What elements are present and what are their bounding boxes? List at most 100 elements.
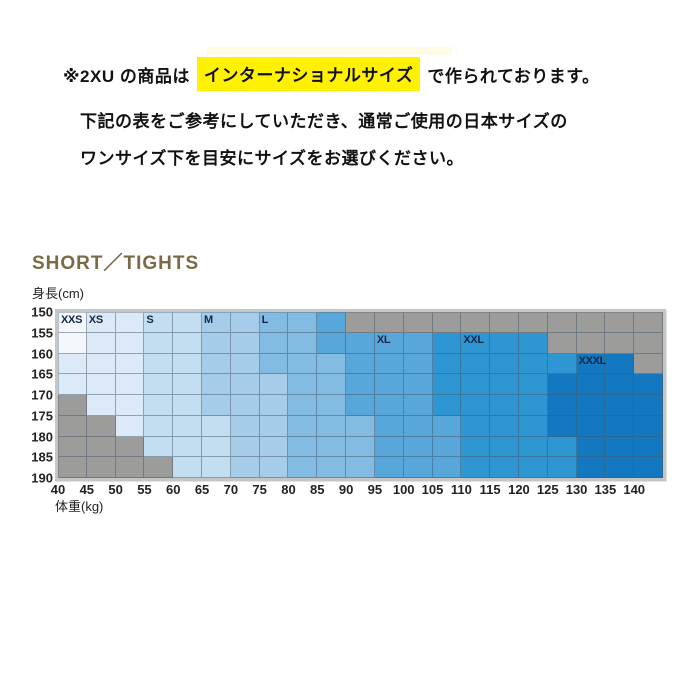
grid-cell [144,395,174,416]
grid-cell [230,395,260,416]
grid-cell [374,353,404,375]
grid-cell [518,353,548,375]
grid-cell [432,415,462,437]
grid-cell [202,436,231,458]
x-tick: 125 [536,482,559,497]
grid-cell [86,374,116,395]
grid-cell [634,436,663,458]
grid-cell [173,457,203,478]
grid-cell [634,395,663,416]
grid-cell [115,374,145,395]
grid-cell [115,312,145,333]
grid-cell [202,374,231,395]
x-tick: 90 [338,482,354,497]
grid-cell [144,415,174,437]
grid-cell [432,312,462,333]
grid-cell [403,332,433,354]
x-tick: 115 [479,482,501,497]
size-label-s: S [146,314,154,326]
grid-cell [490,374,519,395]
grid-cell [115,457,145,478]
grid-cell [461,457,491,478]
grid-cell [173,312,203,333]
grid-cell [461,312,491,333]
grid-cell [259,457,289,478]
grid-cell [432,374,462,395]
grid-cell [288,395,318,416]
grid-cell [547,332,577,354]
grid-cell [490,332,519,354]
grid-cell [173,415,203,437]
grid-cell: L [259,312,289,333]
grid-cell [317,457,347,478]
grid-cell [202,457,231,478]
x-tick: 80 [281,482,296,497]
grid-cell [374,415,404,437]
grid-cell [346,415,375,437]
grid-cell [58,457,87,478]
x-tick: 105 [421,482,444,497]
note-line-2: 下記の表をご参考にしていただき、通常ご使用の日本サイズの [80,112,568,131]
grid-cell [576,312,606,333]
grid-cell [230,353,260,375]
x-axis-label: 体重(kg) [55,499,104,514]
note-highlighted-text: インターナショナルサイズ [196,57,421,91]
y-tick: 150 [31,304,53,320]
y-axis-label: 身長(cm) [32,286,84,301]
grid-cell [518,312,548,333]
grid-cell [58,332,87,354]
grid-cell [374,436,404,458]
grid-cell [115,436,145,458]
grid-cell [346,457,375,478]
x-tick: 65 [194,482,210,497]
grid-cell [576,395,606,416]
grid-cell [259,436,289,458]
grid-cell [403,353,433,375]
grid-cell [605,353,635,375]
grid-cell [202,395,231,416]
grid-cell [288,415,318,437]
grid-cell [461,415,491,437]
y-tick: 175 [31,408,53,424]
grid-cell [518,374,548,395]
grid-cell [576,457,606,478]
grid-cell [432,332,462,354]
grid-cell [346,332,375,354]
grid-cell [403,395,433,416]
grid-cell [490,312,519,333]
grid-cell [288,353,318,375]
note-line-1-suffix: で作られております。 [427,66,600,86]
grid-cell [288,332,318,354]
grid-cell [58,353,87,375]
size-label-m: M [204,314,213,326]
grid-cell [634,332,663,354]
grid-cell [518,457,548,478]
grid-cell [432,353,462,375]
note-line-1-prefix: ※2XU の商品は [63,66,190,86]
grid-cell [346,436,375,458]
grid-cell: XS [86,312,116,333]
grid-cell [518,436,548,458]
grid-cell [547,353,577,375]
grid-cell [259,374,289,395]
grid-cell [605,312,635,333]
grid-cell [605,395,635,416]
grid-cell [547,395,577,416]
grid-cell [173,332,203,354]
grid-cell [518,332,548,354]
grid-cell [605,374,635,395]
grid-cell [58,436,87,458]
grid-cell [346,353,375,375]
grid-cell [576,436,606,458]
grid-cell: S [144,312,174,333]
grid-cell [259,415,289,437]
grid-cell [202,415,231,437]
grid-cell [173,374,203,395]
x-tick: 50 [108,482,123,497]
grid-cell [432,457,462,478]
grid-cell [403,374,433,395]
x-tick: 55 [137,482,152,497]
grid-cell [461,395,491,416]
note-line-1: ※2XU の商品は インターナショナルサイズ で作られております。 [63,57,600,91]
x-tick: 60 [166,482,181,497]
